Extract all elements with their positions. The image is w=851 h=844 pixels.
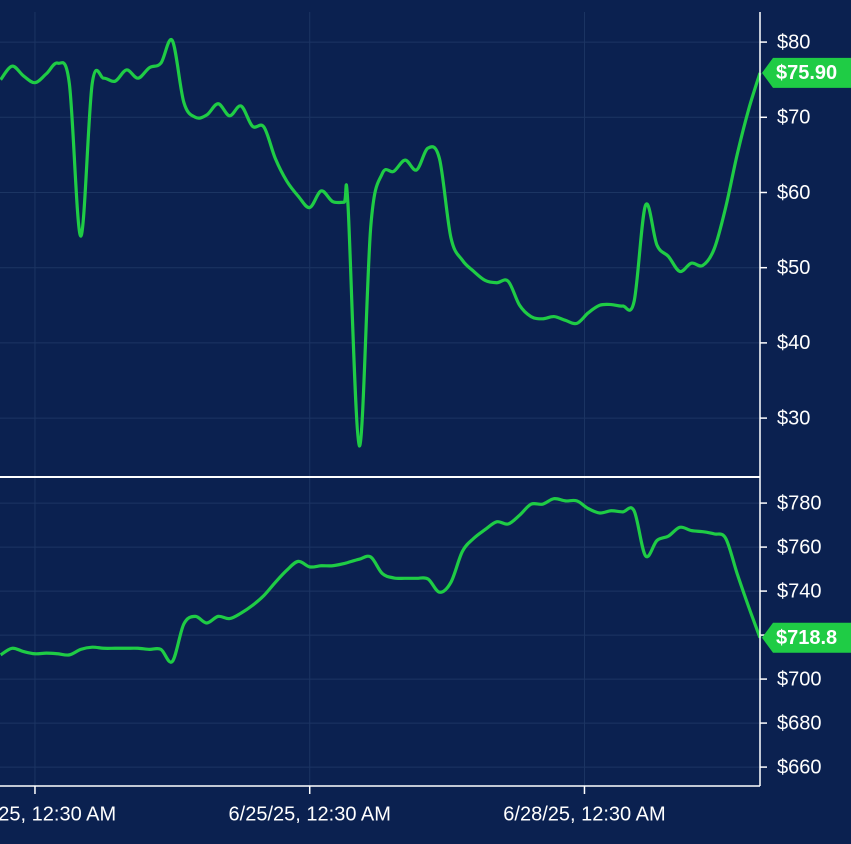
price-line [0, 37, 762, 448]
last-price-badge [762, 622, 851, 653]
y-tick-label: $760 [777, 536, 822, 558]
last-price-label: $718.8 [776, 627, 837, 649]
x-tick-label: 6/25/25, 12:30 AM [229, 803, 391, 825]
x-tick-label: 6/28/25, 12:30 AM [503, 803, 665, 825]
last-price-badge [762, 57, 851, 88]
y-tick-label: $80 [777, 31, 810, 53]
price-line [0, 497, 762, 664]
y-tick-label: $780 [777, 492, 822, 514]
y-tick-label: $740 [777, 580, 822, 602]
y-tick-label: $700 [777, 668, 822, 690]
y-tick-label: $660 [777, 756, 822, 778]
y-tick-label: $40 [777, 332, 810, 354]
y-tick-label: $680 [777, 712, 822, 734]
y-tick-label: $50 [777, 257, 810, 279]
last-price-label: $75.90 [776, 62, 837, 84]
x-tick-label: 6/22/25, 12:30 AM [0, 803, 116, 825]
y-tick-label: $70 [777, 107, 810, 129]
y-tick-label: $60 [777, 182, 810, 204]
y-tick-label: $30 [777, 407, 810, 429]
